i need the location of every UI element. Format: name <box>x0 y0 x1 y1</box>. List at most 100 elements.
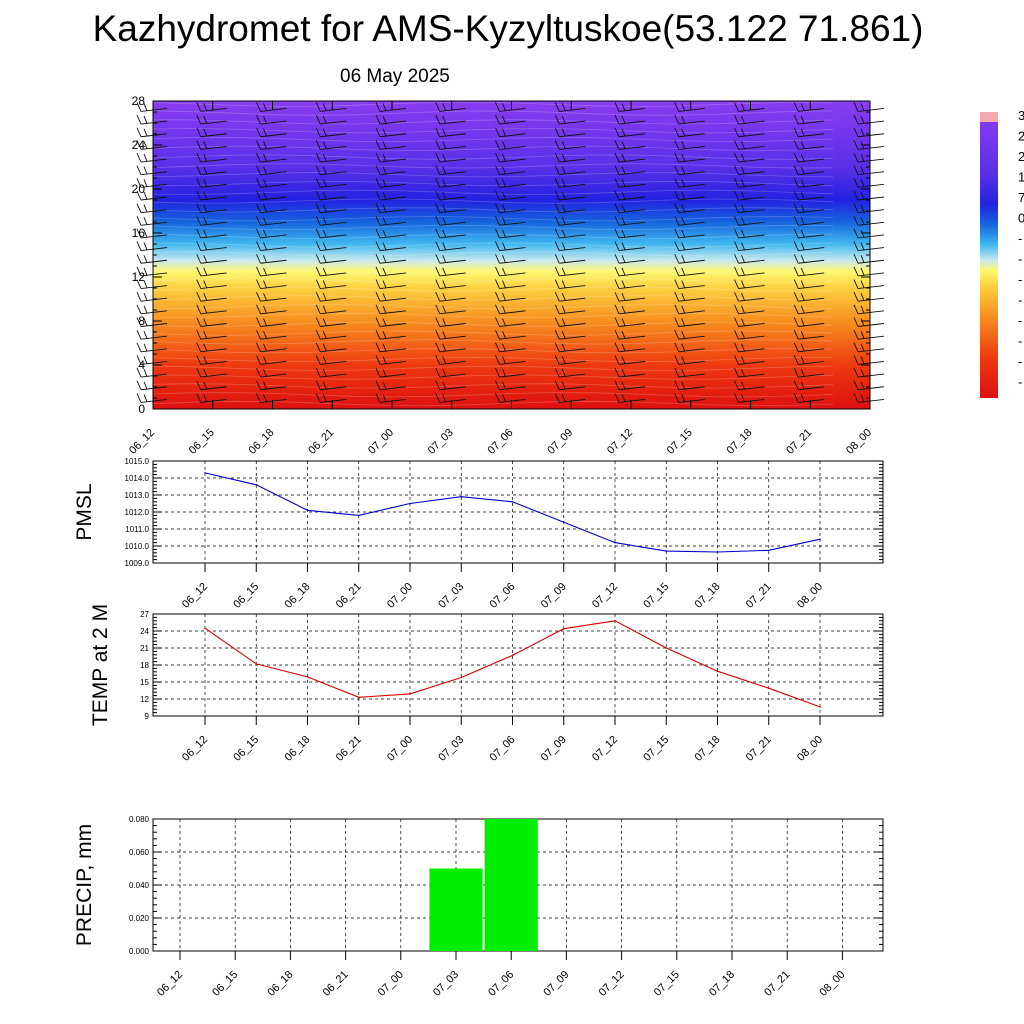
wind-barb-staff <box>678 297 705 302</box>
wind-barb-flag <box>800 103 805 111</box>
wind-barb-flag <box>554 329 560 340</box>
wind-barb-flag <box>502 191 506 200</box>
wind-barb-flag <box>143 191 148 200</box>
wind-barb <box>256 114 287 125</box>
wind-barb <box>734 102 765 112</box>
wind-barb-flag <box>554 393 560 403</box>
heatmap-contour <box>152 312 834 319</box>
wind-barb-flag <box>674 355 680 365</box>
wind-barb-flag <box>502 204 506 213</box>
wind-barb-flag <box>734 380 739 390</box>
wind-barb-flag <box>734 393 739 403</box>
wind-barb <box>435 152 466 163</box>
wind-barb-staff <box>260 285 287 289</box>
heatmap-ytick-label: 4 <box>138 358 145 372</box>
wind-barb-flag <box>435 140 441 150</box>
wind-barb <box>136 178 168 188</box>
wind-barb-flag <box>442 166 447 175</box>
wind-barb <box>734 127 765 138</box>
wind-barb <box>136 393 168 403</box>
wind-barb-staff <box>499 285 526 289</box>
wind-barb-staff <box>499 209 526 214</box>
wind-barb-flag <box>375 241 381 251</box>
heatmap-panel: 0 4 8 12 16 20 24 28 06_12 06_15 06_18 06_21 07_00 07… <box>127 94 885 457</box>
wind-barb <box>196 254 227 264</box>
wind-barb <box>375 367 407 378</box>
wind-barb-flag <box>621 229 626 238</box>
wind-barb-flag <box>322 280 327 289</box>
wind-barb-flag <box>853 127 859 137</box>
wind-barb-staff <box>559 145 586 150</box>
wind-barb <box>853 216 885 226</box>
wind-barb <box>375 140 407 150</box>
wind-barb-flag <box>621 217 626 225</box>
wind-barb-flag <box>554 203 560 213</box>
wind-barb <box>614 102 646 112</box>
wind-barb-flag <box>734 317 739 327</box>
wind-barb-staff <box>439 272 466 277</box>
precip-xtick-label: 06_15 <box>210 969 240 999</box>
wind-barb-staff <box>379 310 407 315</box>
wind-barb-flag <box>375 127 381 137</box>
wind-barb-flag <box>315 380 321 390</box>
wind-barb-flag <box>681 191 686 200</box>
wind-barb <box>196 329 227 340</box>
wind-barb-staff <box>618 285 646 289</box>
wind-barb-flag <box>495 279 500 289</box>
wind-barb <box>554 165 586 176</box>
wind-barb-flag <box>734 367 739 378</box>
wind-barb <box>793 114 825 125</box>
wind-barb-flag <box>315 329 321 340</box>
wind-barb <box>375 329 407 340</box>
wind-barb-flag <box>561 217 566 225</box>
wind-barb <box>256 317 287 327</box>
wind-barb <box>853 114 885 125</box>
wind-barb-staff <box>320 335 347 340</box>
wind-barb-staff <box>379 398 407 403</box>
wind-barb-staff <box>618 386 646 391</box>
wind-barb-flag <box>741 305 745 314</box>
wind-barb-flag <box>741 217 745 225</box>
precip-ylabel: PRECIP, mm <box>73 824 96 946</box>
wind-barb-flag <box>614 152 620 163</box>
wind-barb-flag <box>263 217 267 225</box>
wind-barb-flag <box>442 305 447 314</box>
wind-barb <box>375 355 407 365</box>
wind-barb-staff <box>678 259 705 264</box>
wind-barb-flag <box>382 255 387 263</box>
wind-barb-staff <box>738 158 765 163</box>
wind-barb-flag <box>203 356 208 364</box>
wind-barb <box>256 279 287 289</box>
heatmap-contour <box>152 268 834 275</box>
wind-barb-flag <box>256 203 261 213</box>
wind-barb-flag <box>561 280 566 289</box>
wind-barb-flag <box>203 204 208 213</box>
wind-barb-flag <box>136 304 142 315</box>
wind-barb <box>315 190 347 201</box>
wind-barb <box>793 329 825 340</box>
wind-barb-staff <box>738 398 765 403</box>
wind-barb-flag <box>853 329 859 340</box>
wind-barb-flag <box>734 178 739 188</box>
wind-barb-staff <box>379 272 407 277</box>
wind-barb-flag <box>860 305 865 314</box>
wind-barb-flag <box>143 305 148 314</box>
temp-point <box>819 706 821 708</box>
wind-barb <box>375 114 407 125</box>
wind-barb-flag <box>143 381 148 390</box>
wind-barb-flag <box>614 393 620 403</box>
wind-barb <box>435 367 466 378</box>
wind-barb <box>734 114 765 125</box>
wind-barb-flag <box>561 305 566 314</box>
wind-barb-flag <box>196 140 202 150</box>
wind-barb-flag <box>263 267 267 276</box>
wind-barb <box>196 317 227 327</box>
wind-barb <box>435 279 466 289</box>
wind-barb <box>196 279 227 289</box>
wind-barb-flag <box>442 343 447 352</box>
wind-barb-flag <box>442 229 447 238</box>
wind-barb-staff <box>857 259 885 264</box>
wind-barb <box>136 254 168 264</box>
wind-barb-staff <box>200 196 227 201</box>
wind-barb <box>375 102 407 112</box>
